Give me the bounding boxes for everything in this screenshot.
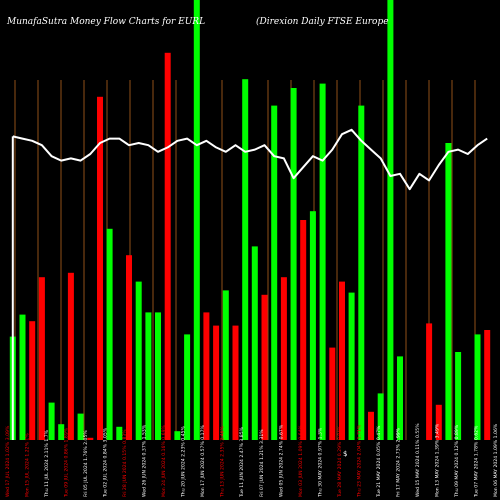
x-tick-label: Thu 20 JUN 2024 2.23% 0.45% bbox=[181, 426, 187, 498]
money-flow-bar bbox=[135, 281, 142, 440]
money-flow-bar bbox=[329, 347, 336, 440]
money-flow-bar bbox=[242, 79, 249, 440]
money-flow-bar bbox=[87, 437, 94, 440]
money-flow-bar bbox=[455, 352, 462, 440]
money-flow-bar bbox=[445, 143, 452, 440]
money-flow-bar bbox=[222, 290, 229, 440]
x-tick-label: Thu 09 MAY 2024 0.12% 0.89% bbox=[454, 424, 460, 498]
money-flow-bar bbox=[126, 255, 132, 440]
money-flow-bar bbox=[300, 220, 307, 440]
x-tick-label: Thu 30 MAY 2024 0.97% 1.3% bbox=[317, 427, 323, 498]
money-flow-bar bbox=[116, 426, 123, 440]
x-tick-label: Wed 26 JUN 2024 0.37% 1.53% bbox=[142, 424, 148, 497]
money-flow-bar bbox=[435, 404, 442, 440]
x-tick-label: Wed 15 MAY 2024 0.11% 0.55% bbox=[415, 423, 421, 497]
money-flow-bar bbox=[193, 0, 200, 440]
money-flow-bar bbox=[368, 411, 374, 440]
price-line-series bbox=[11, 128, 488, 440]
money-flow-bar bbox=[251, 246, 258, 440]
money-flow-bar bbox=[164, 52, 171, 441]
money-flow-bar bbox=[203, 312, 210, 440]
money-flow-bar bbox=[19, 314, 26, 440]
x-tick-label: Tue 28 MAY 2024 0.29% 0.84% bbox=[337, 425, 343, 498]
money-flow-bar bbox=[97, 96, 103, 441]
money-flow-bar bbox=[77, 413, 84, 440]
money-flow-bar bbox=[145, 312, 152, 440]
money-flow-bar bbox=[48, 402, 55, 440]
x-tick-label: Tue 11 JUN 2024 2.47% 3.85% bbox=[239, 426, 245, 498]
x-tick-label: Thu 23 MAY 2024 2.04% 1.71% bbox=[356, 424, 362, 498]
chart-markers: $ bbox=[343, 450, 347, 458]
x-tick-label: Thu 13 JUN 2024 2.35% 2.46% bbox=[220, 426, 226, 498]
chart-title-left: MunafaSutra Money Flow Charts for EURL bbox=[7, 17, 206, 27]
money-flow-bar bbox=[358, 105, 365, 440]
x-tick-label: Mon 15 JUL 2024 1.22% 1% bbox=[25, 433, 31, 497]
money-flow-bar bbox=[29, 321, 36, 440]
money-flow-bar bbox=[484, 330, 491, 440]
x-axis-tick-labels: Wed 17 JUL 2024 1.02% 3.09% Mon 15 JUL 20… bbox=[5, 423, 499, 498]
x-tick-label: Fri 17 MAY 2024 2.73% 2.99% bbox=[395, 427, 401, 497]
money-flow-bar bbox=[377, 393, 384, 440]
chart-marker: $ bbox=[343, 450, 347, 458]
money-flow-bar bbox=[58, 424, 65, 440]
money-flow-bar bbox=[155, 312, 161, 440]
money-flow-bar bbox=[348, 292, 355, 440]
x-tick-label: Tue 07 MAY 2024 1.78% 0.62% bbox=[474, 425, 480, 498]
money-flow-bar bbox=[319, 83, 326, 440]
x-tick-label: Mon 24 JUN 2024 0.16% 0.69% bbox=[161, 425, 167, 497]
x-tick-label: Fri 07 JUN 2024 1.21% 3.31% bbox=[259, 429, 265, 497]
money-flow-bar bbox=[397, 356, 403, 440]
x-tick-label: Mon 06 MAY 2024 1.09% 1.06% bbox=[493, 423, 499, 497]
money-flow-bar bbox=[271, 105, 278, 440]
money-flow-bar bbox=[38, 277, 45, 440]
money-flow-bar bbox=[174, 431, 181, 440]
money-flow-bar bbox=[106, 228, 113, 440]
x-tick-label: Mon 03 JUN 2024 1.09% 0.64% bbox=[298, 425, 304, 497]
x-tick-label: Fri 05 JUL 2024 1.76% 2.05% bbox=[83, 430, 89, 497]
x-tick-label: Mon 13 MAY 2024 1.39% 3.49% bbox=[434, 423, 440, 497]
money-flow-bar bbox=[232, 325, 239, 440]
bar-series bbox=[9, 0, 491, 441]
money-flow-bar bbox=[426, 323, 433, 440]
chart-title-right: (Direxion Daily FTSE Europe bbox=[256, 17, 389, 27]
x-tick-label: Tue 02 JUL 2024 0.84% 3.05% bbox=[103, 427, 109, 498]
money-flow-bar bbox=[213, 325, 220, 440]
x-tick-label: Mon 17 JUN 2024 0.57% 0.17% bbox=[200, 425, 206, 497]
money-flow-bar bbox=[309, 211, 316, 440]
x-tick-label: Wed 17 JUL 2024 1.02% 3.09% bbox=[5, 425, 11, 497]
money-flow-bar bbox=[387, 0, 394, 440]
money-flow-bar bbox=[280, 277, 287, 440]
money-flow-bar bbox=[290, 88, 297, 440]
money-flow-bar bbox=[67, 272, 74, 440]
money-flow-bar bbox=[339, 281, 345, 440]
x-tick-label: Thu 11 JUL 2024 2.11% 1.7% bbox=[44, 429, 50, 498]
money-flow-bar bbox=[184, 334, 191, 440]
x-tick-label: Fri 28 JUN 2024 0.15% 0.83% bbox=[122, 429, 128, 497]
x-tick-label: Tue 09 JUL 2024 0.86% 1.89% bbox=[64, 427, 70, 498]
x-tick-label: Wed 05 JUN 2024 2.74% 0.67% bbox=[278, 424, 284, 497]
x-tick-label: Tue 21 MAY 2024 0.05% 0.47% bbox=[376, 425, 382, 498]
money-flow-bar bbox=[261, 294, 268, 440]
price-line bbox=[12, 128, 488, 191]
money-flow-bar bbox=[474, 334, 481, 440]
